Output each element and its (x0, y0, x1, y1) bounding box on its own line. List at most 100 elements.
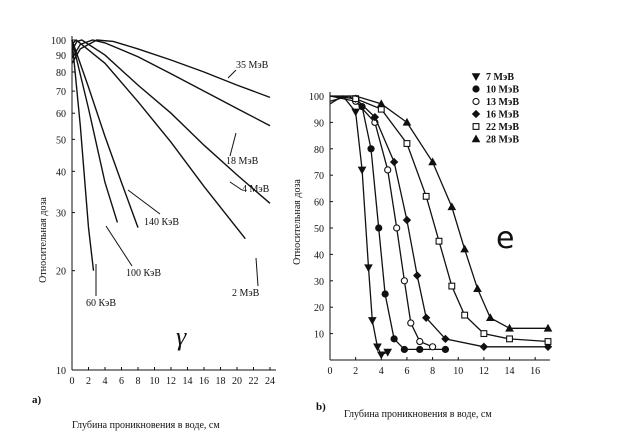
panel-b-point-16-мэв (421, 313, 431, 322)
panel-b-point-13-мэв (416, 337, 424, 346)
panel-b-electron-chart: 0 2 4 6 8 10 12 14 16 10 20 30 40 50 60 70 80 90 100 7 Мэ… (292, 72, 553, 420)
panel-b-point-10-мэв (441, 345, 450, 354)
panel-b-x-tick-label: 4 (379, 366, 384, 377)
panel-a-x-tick-label: 4 (103, 376, 108, 387)
panel-b-point-22-мэв (480, 330, 488, 338)
panel-a-y-tick-label: 90 (56, 51, 66, 62)
panel-b-series (329, 94, 553, 360)
panel-a-series-line-18-мэв (71, 39, 271, 127)
panel-b-legend-label-28-мэв: 28 МэВ (486, 135, 519, 146)
panel-b-y-tick-label: 50 (314, 224, 324, 235)
panel-b-legend-label-13-мэв: 13 МэВ (486, 97, 519, 108)
panel-b-point-10-мэв (358, 102, 366, 111)
panel-b-x-axis-label: Глубина проникновения в воде, см (344, 409, 492, 420)
panel-b-symbol: e (496, 221, 514, 256)
panel-b-y-tick-label: 100 (309, 92, 324, 103)
panel-a-y-tick-label: 10 (56, 366, 66, 377)
panel-a-label-leader (127, 189, 161, 215)
panel-b-y-tick-label: 40 (314, 250, 324, 261)
panel-a-y-tick-label: 50 (56, 135, 66, 146)
panel-a-series-line-140-кэв (71, 39, 139, 228)
panel-b-point-7-мэв (364, 264, 373, 273)
panel-a-x-tick-label: 2 (86, 376, 91, 387)
panel-a-x-tick-label: 8 (136, 376, 141, 387)
panel-b-point-28-мэв (505, 323, 514, 332)
panel-b-point-13-мэв (407, 319, 415, 327)
panel-b-y-tick-label: 70 (314, 171, 324, 182)
panel-b-x-tick-label: 0 (328, 366, 333, 377)
panel-a-series (71, 39, 271, 271)
panel-b-point-10-мэв (390, 335, 398, 343)
panel-b-point-22-мэв (461, 311, 469, 319)
panel-b-y-tick-label: 90 (314, 118, 324, 129)
panel-a-series-line-4-мэв (71, 39, 271, 204)
panel-b-point-7-мэв (357, 166, 367, 175)
panel-b-point-7-мэв (376, 351, 386, 360)
panel-b-point-10-мэв (375, 224, 383, 232)
panel-b-point-13-мэв (393, 224, 401, 232)
panel-b-point-7-мэв (367, 317, 377, 325)
panel-a-x-tick-label: 24 (265, 376, 275, 387)
panel-a-label-leader (229, 132, 237, 157)
panel-b-legend-marker-7-мэв (471, 73, 481, 82)
panel-b-series-line-10-мэв (329, 95, 446, 351)
panel-b-series-7-мэв (329, 95, 393, 360)
panel-b-legend-marker-28-мэв (471, 134, 481, 143)
panel-a-x-tick-label: 10 (150, 376, 160, 387)
panel-a-series-label-60-кэв: 60 КэВ (86, 298, 116, 309)
panel-a-x-tick-label: 6 (119, 376, 124, 387)
panel-a-series-label-140-кэв: 140 КэВ (144, 217, 179, 228)
panel-a-y-tick-label: 80 (56, 68, 66, 79)
panel-b-x-ticks: 0 2 4 6 8 10 12 14 16 (328, 357, 540, 377)
panel-a-symbol: γ (176, 322, 187, 351)
panel-a-label-leader (255, 257, 259, 287)
panel-b-legend-marker-10-мэв (472, 85, 480, 93)
panel-b-x-tick-label: 14 (505, 366, 515, 377)
panel-b-point-13-мэв (428, 343, 437, 351)
panel-b-x-tick-label: 8 (430, 366, 435, 377)
panel-a-series-label-2-мэв: 2 МэВ (232, 288, 260, 299)
panel-a-series-label-100-кэв: 100 КэВ (126, 268, 161, 279)
panel-b-point-13-мэв (384, 166, 392, 174)
panel-a-series-label-4-мэв: 4 МэВ (242, 184, 270, 195)
panel-b-point-28-мэв (485, 313, 495, 322)
panel-b-point-10-мэв (400, 345, 408, 354)
panel-a-series-line-2-мэв (71, 39, 246, 240)
panel-b-y-tick-label: 20 (314, 303, 324, 314)
panel-b-point-28-мэв (460, 244, 469, 253)
panel-b-y-axis-label: Относительная доза (292, 179, 303, 265)
panel-b-x-tick-label: 16 (530, 366, 540, 377)
panel-b-point-22-мэв (435, 237, 443, 245)
panel-b-series-22-мэв (329, 95, 552, 345)
panel-a-x-tick-label: 16 (199, 376, 209, 387)
panel-b-point-28-мэв (376, 99, 386, 108)
panel-a-y-tick-label: 20 (56, 267, 66, 278)
panel-a-y-tick-label: 100 (51, 36, 66, 47)
panel-b-point-16-мэв (479, 342, 489, 351)
panel-b-legend-label-10-мэв: 10 МэВ (486, 85, 519, 96)
panel-a-photon-chart: 0 2 4 6 8 10 12 14 16 18 20 22 24 102030405060708090… (32, 36, 276, 431)
panel-b-y-ticks: 10 20 30 40 50 60 70 80 90 100 (309, 92, 333, 341)
panel-b-legend-label-22-мэв: 22 МэВ (486, 122, 519, 133)
panel-a-label-leader (227, 69, 237, 79)
panel-b-point-28-мэв (428, 157, 437, 166)
panel-b-legend-marker-22-мэв (472, 123, 480, 130)
panel-a-y-tick-label: 40 (56, 167, 66, 178)
panel-b-point-28-мэв (402, 117, 412, 126)
panel-a-series-labels: 35 МэВ 18 МэВ 4 МэВ 2 МэВ 140 КэВ 100 КэВ 60 К… (86, 60, 270, 309)
panel-b-point-16-мэв (402, 215, 412, 225)
panel-a-x-ticks: 0 2 4 6 8 10 12 14 16 18 20 22 24 (70, 367, 275, 387)
panel-b-point-22-мэв (506, 335, 513, 343)
panel-a-series-label-18-мэв: 18 МэВ (226, 156, 259, 167)
panel-a-series-line-60-кэв (71, 39, 95, 271)
panel-b-series-10-мэв (329, 95, 450, 354)
panel-a-x-tick-label: 20 (232, 376, 242, 387)
panel-b-x-tick-label: 6 (404, 366, 409, 377)
panel-a-y-tick-label: 30 (56, 209, 66, 220)
panel-b-series-line-16-мэв (329, 95, 548, 348)
panel-a-y-ticks: 10 20 30 40 50 60 70 80 90 100 (51, 36, 75, 377)
panel-a-x-tick-label: 22 (249, 376, 259, 387)
panel-a-x-axis-label: Глубина проникновения в воде, см (72, 420, 220, 431)
